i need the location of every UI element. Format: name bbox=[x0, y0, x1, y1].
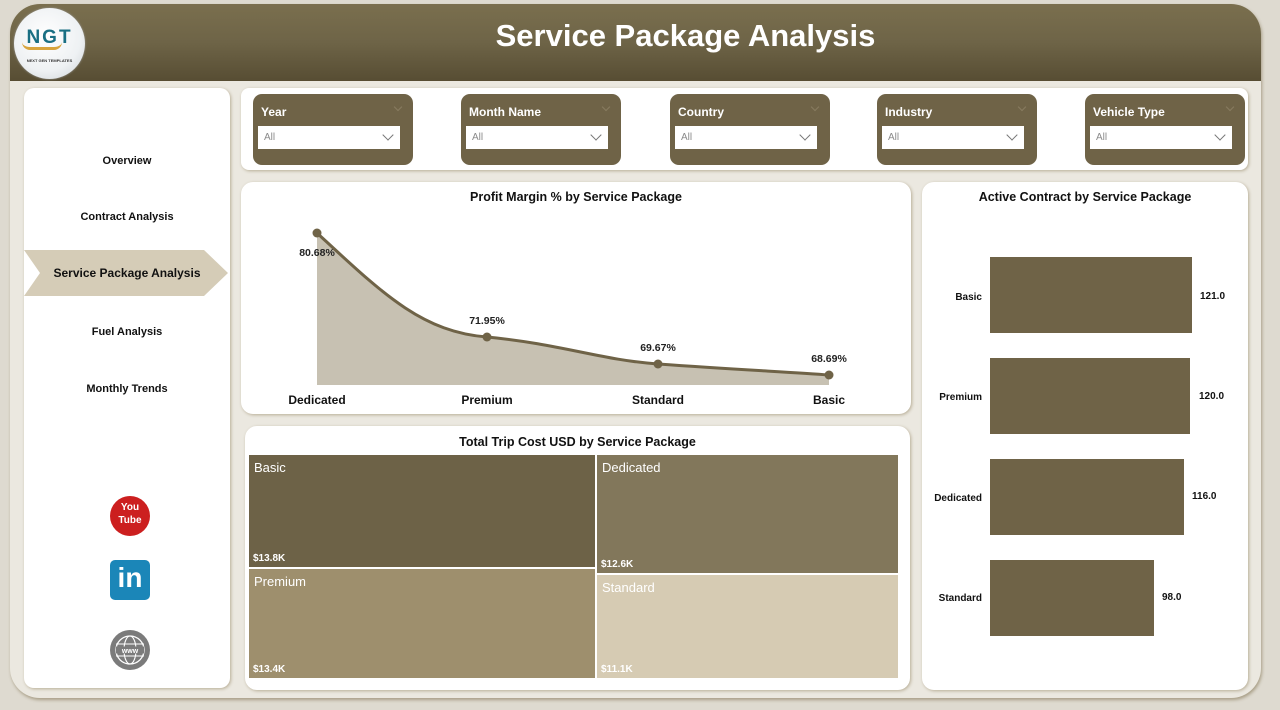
chevron-down-icon bbox=[601, 102, 611, 112]
header-bar: NGT NEXT GEN TEMPLATES Service Package A… bbox=[10, 4, 1261, 81]
data-point-basic[interactable] bbox=[824, 370, 834, 380]
label-basic: 68.69% bbox=[811, 353, 847, 365]
sidebar-item-overview[interactable]: Overview bbox=[102, 155, 152, 167]
bar-value-dedicated: 116.0 bbox=[1192, 491, 1217, 502]
vehicle-type-dropdown-value: All bbox=[1096, 132, 1108, 143]
x-tick-standard: Standard bbox=[632, 393, 684, 407]
globe-icon-svg: www bbox=[115, 635, 145, 665]
profit-margin-chart: Profit Margin % by Service Package 80.68… bbox=[241, 182, 911, 414]
chevron-down-icon bbox=[799, 129, 811, 141]
chevron-down-icon bbox=[1017, 102, 1027, 112]
label-premium: 71.95% bbox=[469, 315, 505, 327]
country-dropdown[interactable]: All bbox=[675, 126, 817, 149]
youtube-icon-text-bottom: Tube bbox=[118, 515, 142, 526]
slicer-vehicle-type-label: Vehicle Type bbox=[1093, 105, 1165, 119]
bar-dedicated[interactable] bbox=[990, 459, 1184, 535]
bar-label-basic: Basic bbox=[955, 292, 982, 303]
filter-bar: Year All Month Name All Country All In bbox=[241, 88, 1248, 170]
x-tick-premium: Premium bbox=[461, 393, 512, 407]
slicer-country: Country All bbox=[670, 94, 830, 165]
treemap-tile-standard[interactable]: Standard $11.1K bbox=[597, 575, 898, 678]
industry-dropdown-value: All bbox=[888, 132, 900, 143]
slicer-country-label: Country bbox=[678, 105, 724, 119]
tile-value: $11.1K bbox=[601, 664, 633, 675]
tile-name: Premium bbox=[254, 574, 307, 589]
youtube-icon[interactable]: You Tube bbox=[110, 496, 150, 536]
bar-label-standard: Standard bbox=[938, 593, 982, 604]
trend-line bbox=[315, 231, 830, 377]
trip-cost-treemap: Total Trip Cost USD by Service Package B… bbox=[245, 426, 910, 690]
chevron-down-icon bbox=[382, 129, 394, 141]
data-point-standard[interactable] bbox=[653, 359, 663, 369]
tile-name: Standard bbox=[602, 580, 655, 595]
treemap-tile-premium[interactable]: Premium $13.4K bbox=[249, 569, 595, 678]
bar-label-premium: Premium bbox=[939, 392, 982, 403]
label-standard: 69.67% bbox=[640, 342, 676, 354]
ngt-logo: NGT NEXT GEN TEMPLATES bbox=[14, 8, 85, 79]
year-dropdown[interactable]: All bbox=[258, 126, 400, 149]
bar-value-premium: 120.0 bbox=[1199, 391, 1225, 402]
globe-www-icon[interactable]: www bbox=[110, 630, 150, 670]
chevron-down-icon bbox=[393, 102, 403, 112]
active-contract-bar-chart: Active Contract by Service Package Basic… bbox=[922, 182, 1248, 690]
chevron-down-icon bbox=[1006, 129, 1018, 141]
treemap-tile-dedicated[interactable]: Dedicated $12.6K bbox=[597, 455, 898, 573]
tile-name: Dedicated bbox=[602, 460, 661, 475]
dashboard-frame: NGT NEXT GEN TEMPLATES Service Package A… bbox=[10, 4, 1261, 698]
sidebar-active-arrow[interactable] bbox=[24, 250, 228, 296]
tile-name: Basic bbox=[254, 460, 286, 475]
svg-text:www: www bbox=[121, 648, 139, 655]
logo-subtext: NEXT GEN TEMPLATES bbox=[26, 58, 73, 63]
sidebar-item-service-package-analysis[interactable]: Service Package Analysis bbox=[53, 266, 201, 280]
x-tick-dedicated: Dedicated bbox=[288, 393, 345, 407]
bar-label-dedicated: Dedicated bbox=[934, 493, 982, 504]
youtube-icon-text-top: You bbox=[120, 502, 140, 513]
slicer-year-label: Year bbox=[261, 105, 287, 119]
slicer-month-name: Month Name All bbox=[461, 94, 621, 165]
tile-value: $13.8K bbox=[253, 553, 286, 564]
chevron-down-icon bbox=[1214, 129, 1226, 141]
sidebar-item-fuel-analysis[interactable]: Fuel Analysis bbox=[91, 326, 163, 338]
bar-value-basic: 121.0 bbox=[1200, 291, 1226, 302]
slicer-industry: Industry All bbox=[877, 94, 1037, 165]
linkedin-icon-text: in bbox=[117, 562, 143, 593]
slicer-month-name-label: Month Name bbox=[469, 105, 541, 119]
tile-value: $13.4K bbox=[253, 664, 286, 675]
sidebar-item-contract-analysis[interactable]: Contract Analysis bbox=[80, 211, 174, 223]
page-title: Service Package Analysis bbox=[495, 18, 876, 53]
vehicle-type-dropdown[interactable]: All bbox=[1090, 126, 1232, 149]
month-name-dropdown[interactable]: All bbox=[466, 126, 608, 149]
country-dropdown-value: All bbox=[681, 132, 693, 143]
data-point-premium[interactable] bbox=[482, 332, 492, 342]
slicer-year: Year All bbox=[253, 94, 413, 165]
sidebar-nav: Overview Contract Analysis Service Packa… bbox=[24, 88, 230, 688]
industry-dropdown[interactable]: All bbox=[882, 126, 1024, 149]
profit-margin-chart-title: Profit Margin % by Service Package bbox=[470, 190, 682, 204]
data-point-dedicated[interactable] bbox=[312, 228, 322, 238]
label-dedicated: 80.68% bbox=[299, 247, 335, 259]
x-tick-basic: Basic bbox=[813, 393, 845, 407]
trip-cost-treemap-title: Total Trip Cost USD by Service Package bbox=[459, 435, 696, 449]
logo-swoosh-icon bbox=[22, 42, 62, 50]
linkedin-icon[interactable]: in bbox=[110, 560, 150, 600]
bar-value-standard: 98.0 bbox=[1162, 592, 1182, 603]
chevron-down-icon bbox=[810, 102, 820, 112]
chevron-down-icon bbox=[1225, 102, 1235, 112]
profit-margin-area-plot: 80.68% 71.95% 69.67% 68.69% Dedicated Pr… bbox=[288, 228, 847, 407]
treemap-tile-basic[interactable]: Basic $13.8K bbox=[249, 455, 595, 567]
chevron-down-icon bbox=[590, 129, 602, 141]
area-fill bbox=[317, 233, 829, 385]
active-contract-chart-title: Active Contract by Service Package bbox=[978, 190, 1192, 204]
bar-premium[interactable] bbox=[990, 358, 1190, 434]
slicer-industry-label: Industry bbox=[885, 105, 933, 119]
bar-standard[interactable] bbox=[990, 560, 1154, 636]
sidebar-item-monthly-trends[interactable]: Monthly Trends bbox=[86, 383, 168, 395]
tile-value: $12.6K bbox=[601, 559, 634, 570]
slicer-vehicle-type: Vehicle Type All bbox=[1085, 94, 1245, 165]
bar-basic[interactable] bbox=[990, 257, 1192, 333]
month-name-dropdown-value: All bbox=[472, 132, 484, 143]
year-dropdown-value: All bbox=[264, 132, 276, 143]
